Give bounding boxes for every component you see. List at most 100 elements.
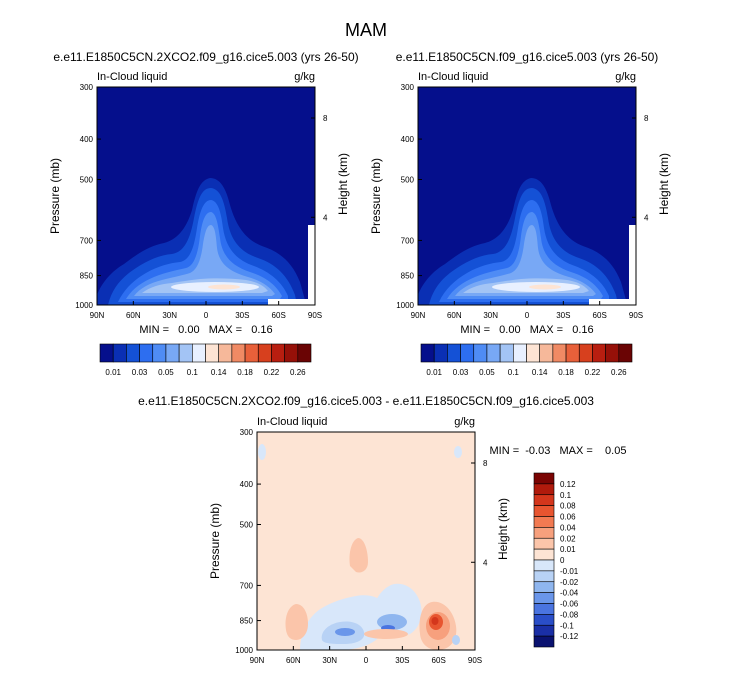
- panel-b-colorbar-box: [473, 343, 488, 363]
- panel-c-colorbar-label: 0.04: [560, 523, 576, 532]
- panel-c-colorbar-label: 0.12: [560, 480, 576, 489]
- panel-a-y-tick-label: 300: [80, 83, 94, 92]
- panel-b: e.e11.E1850C5CN.f09_g16.cice5.003 (yrs 2…: [369, 50, 671, 377]
- panel-a-colorbar-box: [218, 343, 233, 363]
- panel-c-y-tick-label: 300: [240, 428, 254, 437]
- panel-c-y2-tick-label: 8: [483, 459, 488, 468]
- panel-c-colorbar-box: [533, 472, 555, 485]
- panel-b-colorbar-box: [565, 343, 580, 363]
- panel-b-colorbar-box: [433, 343, 448, 363]
- panel-a-colorbar-box: [112, 343, 127, 363]
- panel-a-y-tick-label: 850: [80, 272, 94, 281]
- panel-c-x-tick-label: 60S: [432, 656, 446, 665]
- panel-a-colorbar-label: 0.26: [290, 368, 306, 377]
- panel-c-colorbar-box: [533, 483, 555, 496]
- panel-a-colorbar-box: [178, 343, 193, 363]
- panel-a: e.e11.E1850C5CN.2XCO2.f09_g16.cice5.003 …: [48, 50, 359, 377]
- panel-a-colorbar-label: 0.22: [264, 368, 280, 377]
- panel-b-colorbar-label: 0.18: [558, 368, 574, 377]
- panel-a-colorbar-box: [244, 343, 259, 363]
- panel-c-title: e.e11.E1850C5CN.2XCO2.f09_g16.cice5.003 …: [138, 394, 594, 408]
- panel-c-colorbar-box: [533, 581, 555, 593]
- panel-c-lobe-nh-neg-core: [335, 628, 355, 636]
- panel-a-y-tick-label: 1000: [75, 301, 93, 310]
- panel-c-colorbar-box: [533, 559, 555, 572]
- panel-c-lobe-top-left: [258, 444, 266, 460]
- panel-a-x-tick-label: 60N: [126, 311, 141, 320]
- panel-c-y-tick-label: 500: [240, 520, 254, 529]
- panel-a-x-tick-label: 90N: [90, 311, 105, 320]
- panel-c-colorbar-label: -0.04: [560, 589, 579, 598]
- panel-a-colorbar-box: [192, 343, 206, 363]
- panel-b-colorbar-box: [447, 343, 461, 363]
- panel-c-colorbar-box: [533, 603, 555, 615]
- panel-a-colorbar-label: 0.1: [187, 368, 199, 377]
- panel-a-left-string: In-Cloud liquid: [97, 71, 167, 83]
- panel-c-colorbar-label: -0.01: [560, 567, 579, 576]
- panel-b-missing-south-pole: [629, 225, 636, 305]
- panel-c-colorbar-box: [533, 592, 555, 604]
- panel-a-x-tick-label: 60S: [272, 311, 286, 320]
- panel-c-colorbar-label: -0.06: [560, 600, 579, 609]
- panel-c-colorbar-box: [533, 614, 555, 626]
- panel-a-colorbar-box: [139, 343, 154, 363]
- panel-b-x-tick-label: 90N: [411, 311, 426, 320]
- panel-c: e.e11.E1850C5CN.2XCO2.f09_g16.cice5.003 …: [138, 394, 626, 665]
- panel-b-x-tick-label: 60N: [447, 311, 462, 320]
- panel-c-lobe-nh-highlat-pos: [285, 604, 308, 640]
- panel-c-colorbar-label: 0: [560, 556, 565, 565]
- panel-b-colorbar-box: [486, 343, 501, 363]
- panel-b-colorbar-label: 0.05: [479, 368, 495, 377]
- panel-b-x-tick-label: 30N: [483, 311, 498, 320]
- panel-c-axes: 90N 60N 30N 0 30S 60S 90S 300 400 500 700 850 1000 8 4: [235, 428, 488, 665]
- panel-a-y-tick-label: 700: [80, 236, 94, 245]
- panel-b-axes: 90N 60N 30N 0 30S 60S 90S 300 400 500 700 850 1000 8 4: [396, 83, 649, 320]
- panel-b-y2-tick-label: 8: [644, 114, 649, 123]
- panel-a-x-tick-label: 90S: [308, 311, 322, 320]
- panel-a-x-tick-label: 30N: [162, 311, 177, 320]
- panel-b-colorbar-box: [499, 343, 514, 363]
- panel-b-x-tick-label: 60S: [593, 311, 607, 320]
- panel-a-colorbar-label: 0.18: [237, 368, 253, 377]
- panel-c-x-tick-label: 90N: [250, 656, 265, 665]
- panel-c-lobe-mid-pos: [349, 538, 368, 573]
- panel-a-colorbar-label: 0.14: [211, 368, 227, 377]
- panel-c-colorbar-label: 0.1: [560, 491, 572, 500]
- panel-c-colorbar-label: 0.02: [560, 534, 576, 543]
- panel-a-x-tick-label: 0: [204, 311, 209, 320]
- panel-c-colorbar-label: -0.1: [560, 621, 574, 630]
- panel-c-colorbar-box: [533, 494, 555, 506]
- panel-b-left-string: In-Cloud liquid: [418, 71, 488, 83]
- panel-a-colorbar-box: [99, 343, 114, 363]
- panel-c-lobe-top-right: [454, 446, 462, 458]
- panel-a-colorbar-box: [126, 343, 140, 363]
- panel-b-y-tick-label: 1000: [396, 301, 414, 310]
- panel-b-colorbar-label: 0.14: [532, 368, 548, 377]
- panel-c-colorbar-box: [533, 635, 555, 648]
- panel-c-y2label: Height (km): [496, 498, 510, 560]
- panel-b-colorbar-box: [526, 343, 540, 363]
- panel-b-y2-tick-label: 4: [644, 213, 649, 222]
- panel-a-stats: MIN = 0.00 MAX = 0.16: [139, 324, 272, 336]
- panel-a-ylabel: Pressure (mb): [48, 158, 62, 234]
- panel-a-colorbar-box: [257, 343, 272, 363]
- panel-b-colorbar-box: [618, 343, 633, 363]
- panel-a-colorbar-label: 0.05: [158, 368, 174, 377]
- panel-c-colorbar-box: [533, 537, 555, 550]
- panel-c-x-tick-label: 90S: [468, 656, 482, 665]
- panel-c-stats: MIN = -0.03 MAX = 0.05: [490, 445, 627, 457]
- panel-b-y-tick-label: 300: [401, 83, 415, 92]
- panel-a-colorbar-box: [152, 343, 167, 363]
- panel-c-colorbar: 0.12 0.1 0.08 0.060.04 0.02 0.01 0 -0.01 -0.02 -0…: [533, 472, 579, 648]
- panel-a-y2label: Height (km): [336, 153, 350, 215]
- panel-b-contour-0.07: [455, 225, 596, 296]
- panel-b-y-tick-label: 700: [401, 236, 415, 245]
- panel-a-colorbar-box: [271, 343, 285, 363]
- panel-c-x-tick-label: 30S: [395, 656, 409, 665]
- panel-c-left-string: In-Cloud liquid: [257, 416, 327, 428]
- panel-b-colorbar-label: 0.1: [508, 368, 520, 377]
- panel-b-colorbar-box: [592, 343, 606, 363]
- panel-a-title: e.e11.E1850C5CN.2XCO2.f09_g16.cice5.003 …: [53, 50, 358, 64]
- panel-c-x-tick-label: 0: [364, 656, 369, 665]
